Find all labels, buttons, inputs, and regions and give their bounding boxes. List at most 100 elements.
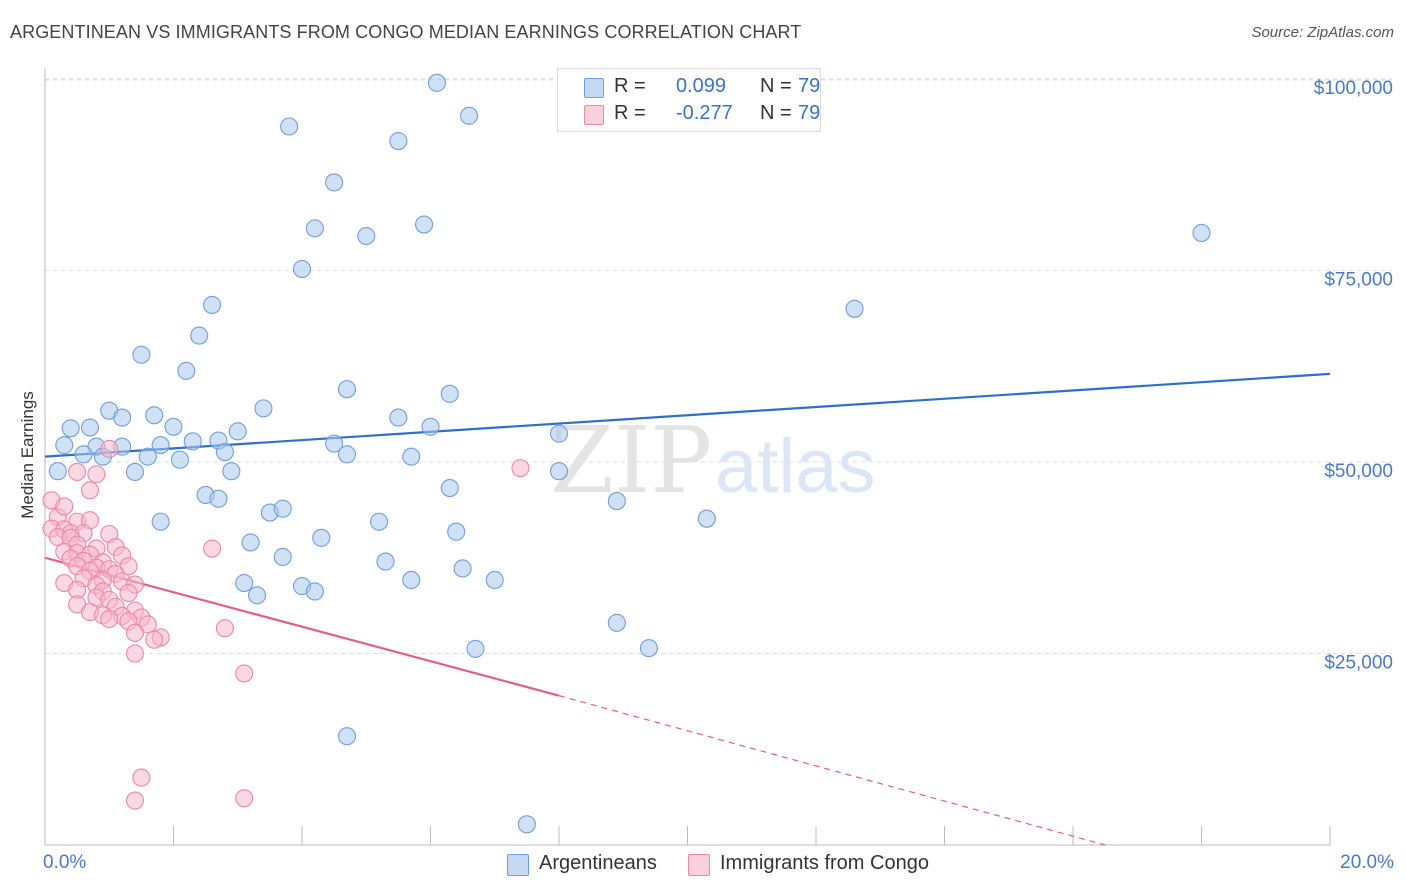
trend-line-extension (558, 695, 1106, 846)
argentineans-point (357, 226, 376, 246)
congo-point (132, 768, 151, 787)
legend-n-label: N = (760, 102, 792, 124)
congo-point (119, 583, 138, 603)
argentineans-point (466, 639, 485, 658)
x-axis-max-label: 20.0% (1340, 852, 1394, 873)
argentineans-point (170, 450, 189, 469)
bottom-legend-label: Argentineans (539, 852, 657, 874)
argentineans-point (151, 436, 170, 455)
argentineans-point (447, 522, 466, 541)
argentineans-point (132, 345, 151, 364)
argentineans-point (228, 422, 247, 441)
argentineans-point (305, 582, 324, 601)
legend-r-label: R = (614, 75, 646, 97)
argentineans-point (209, 489, 228, 508)
argentineans-point (325, 434, 344, 453)
argentineans-point (125, 462, 144, 482)
argentineans-point (607, 613, 626, 632)
argentineans-point (177, 361, 196, 380)
bottom-legend-swatch-blue (507, 854, 529, 876)
argentineans-point (421, 417, 440, 436)
bottom-legend-swatch-pink (688, 854, 710, 876)
argentineans-point (74, 445, 93, 464)
congo-point (215, 619, 234, 638)
congo-point (55, 497, 74, 516)
argentineans-point (376, 552, 395, 571)
congo-point (235, 789, 254, 808)
chart-source: Source: ZipAtlas.com (1251, 24, 1394, 41)
argentineans-point (485, 570, 504, 590)
argentineans-point (190, 326, 209, 345)
argentineans-point (80, 418, 100, 437)
congo-point (203, 539, 222, 558)
argentineans-point (459, 106, 479, 125)
bottom-legend-label: Immigrants from Congo (720, 852, 929, 874)
y-tick-label: $50,000 (1324, 461, 1393, 482)
argentineans-point (215, 442, 234, 462)
congo-point (68, 462, 87, 482)
argentineans-point (325, 173, 344, 192)
argentineans-point (639, 639, 659, 658)
argentineans-point (370, 512, 389, 531)
argentineans-point (427, 73, 446, 92)
argentineans-point (292, 259, 312, 279)
y-tick-label: $100,000 (1314, 78, 1393, 99)
argentineans-point (607, 492, 626, 511)
argentineans-point (402, 447, 421, 466)
argentineans-point (440, 478, 459, 498)
argentineans-point (1192, 223, 1211, 243)
congo-point (100, 609, 119, 629)
congo-point (80, 481, 100, 500)
argentineans-point (517, 815, 536, 834)
argentineans-point (845, 299, 864, 318)
argentineans-point (280, 117, 299, 136)
congo-point (125, 623, 144, 642)
argentineans-point (337, 727, 357, 746)
congo-point (125, 644, 144, 663)
argentineans-point (402, 570, 421, 590)
argentineans-point (145, 406, 164, 425)
argentineans-point (183, 432, 202, 451)
argentineans-point (389, 408, 408, 427)
y-tick-label: $25,000 (1324, 653, 1393, 674)
legend-r-value: 0.099 (676, 75, 727, 97)
argentineans-point (389, 131, 408, 151)
congo-point (100, 439, 119, 459)
congo-point (138, 615, 157, 634)
argentineans-point (222, 462, 241, 481)
argentineans-point (305, 219, 324, 238)
argentineans-point (549, 462, 569, 481)
y-tick-labels: $25,000 $50,000 $75,000 $100,000 (1314, 78, 1393, 674)
argentineans-point (235, 573, 254, 593)
argentineans-point (337, 445, 357, 464)
watermark-atlas: atlas (715, 424, 876, 509)
legend-swatch-blue (584, 78, 604, 98)
legend-n-value: 79 (798, 102, 821, 124)
argentineans-point (61, 419, 80, 438)
legend-n-label: N = (760, 75, 792, 97)
argentineans-point (247, 586, 267, 605)
argentineans-point (151, 512, 170, 531)
argentineans-point (697, 509, 716, 528)
congo-point (87, 465, 106, 484)
legend-n-value: 79 (798, 75, 821, 97)
legend-swatch-pink (584, 105, 604, 125)
legend-r-label: R = (614, 102, 646, 124)
data-points (42, 73, 1211, 834)
argentineans-point (273, 547, 292, 567)
argentineans-point (113, 408, 132, 427)
argentineans-point (312, 528, 331, 547)
congo-point (125, 791, 144, 810)
argentineans-point (164, 417, 183, 436)
legend-r-value: -0.277 (676, 102, 733, 124)
congo-point (145, 630, 164, 649)
watermark-zip: ZIP (550, 407, 712, 514)
argentineans-point (55, 436, 74, 455)
argentineans-point (48, 462, 67, 481)
y-tick-label: $75,000 (1324, 270, 1393, 291)
watermark: ZIP atlas (550, 407, 876, 514)
argentineans-point (273, 499, 292, 518)
argentineans-point (337, 380, 357, 399)
congo-point (235, 664, 254, 683)
argentineans-point (549, 424, 569, 443)
